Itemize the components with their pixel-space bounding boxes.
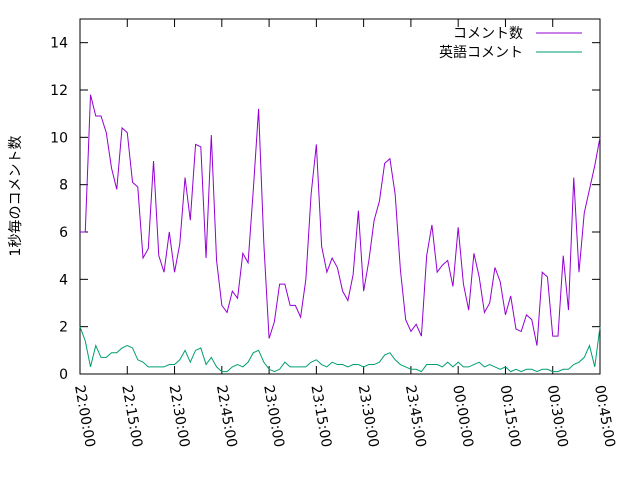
series-lines: [79, 94, 601, 373]
x-tick-label: 00:00:00: [449, 384, 476, 449]
y-tick-label: 2: [59, 320, 68, 336]
y-tick-label: 10: [50, 130, 68, 146]
x-tick-label: 22:45:00: [213, 384, 240, 449]
x-tick-label: 22:15:00: [118, 384, 145, 449]
x-tick-label: 00:15:00: [497, 384, 524, 449]
x-tick-label: 23:15:00: [307, 384, 334, 449]
series-line-0: [80, 94, 601, 346]
plot-frame: [79, 18, 601, 375]
x-tick-label: 22:00:00: [71, 384, 98, 449]
y-tick-label: 14: [50, 36, 68, 52]
legend-label: 英語コメント: [439, 44, 523, 61]
x-axis: 22:00:00 22:15:00 22:30:00 22:45:00 23:00:00…: [71, 19, 618, 449]
legend-label: コメント数: [453, 26, 523, 42]
y-tick-label: 8: [59, 178, 68, 194]
x-tick-label: 00:30:00: [544, 384, 571, 449]
x-tick-label: 00:45:00: [591, 384, 618, 449]
series-line-1: [79, 326, 601, 373]
x-tick-label: 22:30:00: [166, 384, 193, 449]
y-tick-label: 12: [50, 83, 68, 99]
x-tick-label: 23:30:00: [355, 384, 382, 449]
x-tick-label: 23:45:00: [402, 384, 429, 449]
y-axis: 0 2 4 6 8 10 12 14: [50, 36, 600, 383]
x-tick-label: 23:00:00: [260, 384, 287, 449]
y-tick-label: 4: [59, 272, 68, 288]
y-tick-label: 0: [59, 367, 68, 383]
y-axis-label: 1秒毎のコメント数: [8, 136, 24, 257]
y-tick-label: 6: [59, 225, 68, 241]
